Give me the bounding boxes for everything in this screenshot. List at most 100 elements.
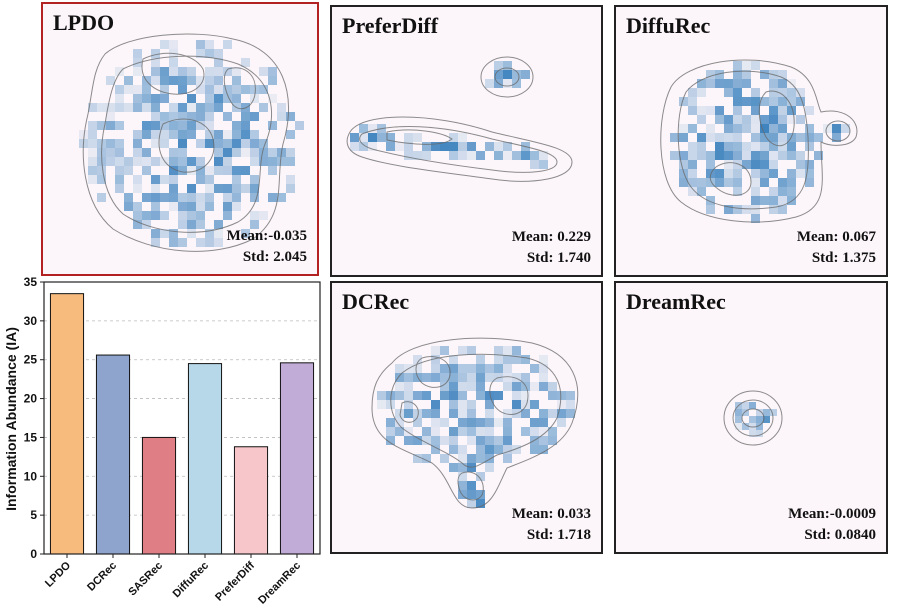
lpdo-density-cell	[205, 202, 214, 211]
lpdo-panel: LPDO Mean:-0.035 Std: 2.045	[41, 2, 319, 276]
preferdiff-contour-cluster-inner	[494, 67, 520, 87]
lpdo-density-cell	[88, 157, 97, 166]
diffurec-density-cell	[751, 160, 760, 169]
diffurec-density-cell	[706, 205, 715, 214]
diffurec-density-cell	[697, 151, 706, 160]
dcrec-density-cell	[404, 436, 413, 445]
lpdo-density-cell	[259, 157, 268, 166]
lpdo-density-cell	[232, 184, 241, 193]
dcrec-density-cell	[431, 400, 440, 409]
dcrec-density-cell	[539, 382, 548, 391]
dcrec-density-cell	[449, 436, 458, 445]
preferdiff-density-cell	[494, 70, 503, 79]
dcrec-density-cell	[431, 436, 440, 445]
diffurec-density-cell	[688, 169, 697, 178]
lpdo-density-cell	[106, 76, 115, 85]
dcrec-density-cell	[539, 418, 548, 427]
lpdo-density-cell	[115, 175, 124, 184]
diffurec-density-cell	[742, 151, 751, 160]
lpdo-density-cell	[196, 175, 205, 184]
lpdo-density-cell	[160, 139, 169, 148]
lpdo-density-cell	[196, 193, 205, 202]
lpdo-density-cell	[178, 67, 187, 76]
lpdo-density-cell	[151, 238, 160, 247]
y-tick-label: 10	[24, 469, 38, 483]
diffurec-density-cell	[751, 169, 760, 178]
diffurec-density-cell	[724, 160, 733, 169]
preferdiff-density-cell	[350, 133, 359, 142]
dcrec-density-cell	[458, 472, 467, 481]
lpdo-density-cell	[205, 121, 214, 130]
diffurec-density-cell	[679, 178, 688, 187]
diffurec-density-cell	[724, 205, 733, 214]
dcrec-mean-value: 0.033	[557, 506, 591, 522]
dcrec-density-cell	[386, 427, 395, 436]
lpdo-density-cell	[268, 67, 277, 76]
lpdo-density-cell	[187, 157, 196, 166]
dcrec-density-cell	[386, 418, 395, 427]
diffurec-density-cell	[706, 124, 715, 133]
dcrec-density-cell	[395, 373, 404, 382]
lpdo-density-cell	[169, 166, 178, 175]
lpdo-density-cell	[97, 166, 106, 175]
lpdo-density-cell	[169, 130, 178, 139]
dcrec-density-cell	[440, 418, 449, 427]
lpdo-density-cell	[232, 67, 241, 76]
preferdiff-density-cell	[503, 79, 512, 88]
dcrec-density-cell	[422, 454, 431, 463]
diffurec-density-cell	[724, 88, 733, 97]
diffurec-std-value: 1.375	[842, 250, 876, 266]
dcrec-density-cell	[404, 409, 413, 418]
dcrec-density-cell	[548, 391, 557, 400]
lpdo-density-cell	[142, 85, 151, 94]
lpdo-density-cell	[115, 67, 124, 76]
lpdo-density-cell	[205, 238, 214, 247]
dcrec-density-cell	[467, 400, 476, 409]
lpdo-density-cell	[241, 121, 250, 130]
dcrec-kde-plot	[371, 337, 579, 509]
lpdo-density-cell	[151, 229, 160, 238]
lpdo-density-cell	[160, 85, 169, 94]
lpdo-density-cell	[88, 148, 97, 157]
diffurec-contour-inner-1	[758, 90, 795, 147]
dcrec-density-cell	[467, 454, 476, 463]
dcrec-density-cell	[557, 391, 566, 400]
diffurec-density-cell	[805, 178, 814, 187]
dcrec-density-cell	[485, 454, 494, 463]
dcrec-density-cell	[503, 409, 512, 418]
dreamrec-density-cell	[756, 430, 763, 437]
lpdo-density-cell	[268, 76, 277, 85]
diffurec-density-cell	[814, 151, 823, 160]
dcrec-density-cell	[422, 436, 431, 445]
lpdo-density-cell	[205, 67, 214, 76]
dcrec-density-cell	[458, 346, 467, 355]
lpdo-density-cell	[286, 157, 295, 166]
lpdo-density-cell	[142, 121, 151, 130]
x-tick-label-preferdiff: PreferDiff	[213, 559, 257, 603]
diffurec-density-cell	[688, 124, 697, 133]
dcrec-density-cell	[503, 427, 512, 436]
preferdiff-density-cell	[386, 133, 395, 142]
lpdo-density-cell	[286, 148, 295, 157]
preferdiff-mean-value: 0.229	[557, 229, 591, 245]
lpdo-density-cell	[205, 76, 214, 85]
lpdo-density-cell	[142, 94, 151, 103]
diffurec-density-cell	[805, 124, 814, 133]
lpdo-density-cell	[214, 130, 223, 139]
diffurec-density-cell	[760, 169, 769, 178]
diffurec-density-cell	[706, 196, 715, 205]
preferdiff-density-cell	[413, 151, 422, 160]
lpdo-density-cell	[151, 94, 160, 103]
dcrec-density-cell	[485, 463, 494, 472]
diffurec-density-cell	[724, 133, 733, 142]
preferdiff-contour-cluster-outer	[480, 56, 534, 98]
lpdo-density-cell	[250, 139, 259, 148]
diffurec-mean-value: 0.067	[842, 229, 876, 245]
diffurec-contour-mid	[677, 70, 809, 210]
dcrec-density-cell	[485, 427, 494, 436]
diffurec-contour-cluster	[825, 120, 851, 142]
dreamrec-density-cell	[756, 423, 763, 430]
dcrec-density-cell	[422, 373, 431, 382]
lpdo-density-cell	[169, 58, 178, 67]
diffurec-density-cell	[697, 79, 706, 88]
